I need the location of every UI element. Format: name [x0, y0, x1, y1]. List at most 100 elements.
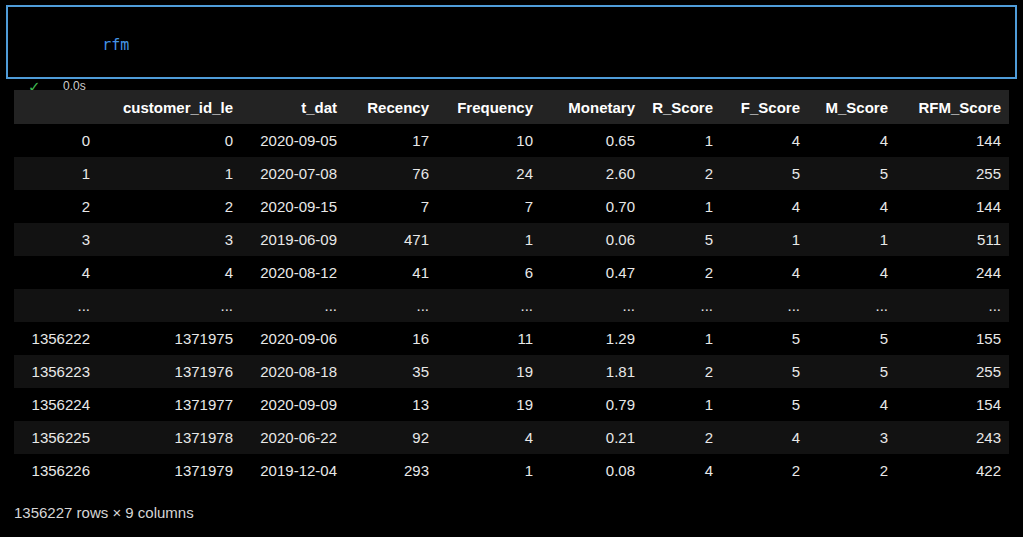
dataframe-shape: 1356227 rows × 9 columns: [14, 504, 194, 521]
table-row: 135622413719772020-09-0913190.79154154: [14, 388, 1009, 421]
cell: ...: [721, 289, 808, 322]
cell: 4: [808, 388, 896, 421]
cell: 2019-06-09: [241, 223, 345, 256]
cell: 1371977: [98, 388, 241, 421]
column-header: M_Score: [808, 90, 896, 124]
cell: 1: [98, 157, 241, 190]
cell: 1: [643, 124, 721, 157]
cell: 422: [896, 454, 1009, 487]
cell: 2020-09-09: [241, 388, 345, 421]
cell: 243: [896, 421, 1009, 454]
cell: 3: [808, 421, 896, 454]
column-header: RFM_Score: [896, 90, 1009, 124]
cell: 1: [808, 223, 896, 256]
cell: 1371975: [98, 322, 241, 355]
column-header: customer_id_le: [98, 90, 241, 124]
cell: 35: [345, 355, 437, 388]
cell: ...: [437, 289, 541, 322]
cell: 5: [721, 322, 808, 355]
cell: 144: [896, 190, 1009, 223]
cell: 2020-08-18: [241, 355, 345, 388]
cell: 155: [896, 322, 1009, 355]
code-input[interactable]: rfm: [8, 7, 1015, 71]
cell: 1371976: [98, 355, 241, 388]
column-header: Frequency: [437, 90, 541, 124]
cell: 7: [345, 190, 437, 223]
cell: 4: [721, 421, 808, 454]
cell: 92: [345, 421, 437, 454]
cell: 0: [98, 124, 241, 157]
table-row: 135622613719792019-12-0429310.08422422: [14, 454, 1009, 487]
cell: 2: [808, 454, 896, 487]
cell: 293: [345, 454, 437, 487]
cell: 0.06: [541, 223, 643, 256]
cell: 5: [721, 388, 808, 421]
cell: 2020-09-06: [241, 322, 345, 355]
cell: 1: [643, 388, 721, 421]
cell: 154: [896, 388, 1009, 421]
cell: 0.21: [541, 421, 643, 454]
cell: 4: [98, 256, 241, 289]
cell: 5: [721, 157, 808, 190]
dataframe-table: customer_id_let_datRecencyFrequencyMonet…: [14, 90, 1009, 487]
row-index-cell: 2: [14, 190, 98, 223]
cell: 17: [345, 124, 437, 157]
cell: 471: [345, 223, 437, 256]
row-index-cell: 1356222: [14, 322, 98, 355]
cell: 7: [437, 190, 541, 223]
cell: 0.47: [541, 256, 643, 289]
cell: 0.70: [541, 190, 643, 223]
cell: 5: [721, 355, 808, 388]
table-row: 135622213719752020-09-0616111.29155155: [14, 322, 1009, 355]
cell: 3: [98, 223, 241, 256]
row-index-cell: 0: [14, 124, 98, 157]
cell: 19: [437, 388, 541, 421]
row-index-cell: 4: [14, 256, 98, 289]
table-row: ..............................: [14, 289, 1009, 322]
row-index-cell: 1356224: [14, 388, 98, 421]
cell: 2020-07-08: [241, 157, 345, 190]
cell: 5: [643, 223, 721, 256]
row-index-cell: 1356223: [14, 355, 98, 388]
cell: ...: [643, 289, 721, 322]
row-index-cell: 1: [14, 157, 98, 190]
cell: 511: [896, 223, 1009, 256]
cell: 1: [643, 190, 721, 223]
table-row: 442020-08-124160.47244244: [14, 256, 1009, 289]
column-header: Recency: [345, 90, 437, 124]
column-header: F_Score: [721, 90, 808, 124]
cell: 0.65: [541, 124, 643, 157]
cell: 2020-09-15: [241, 190, 345, 223]
table-row: 135622513719782020-06-229240.21243243: [14, 421, 1009, 454]
cell: 1.81: [541, 355, 643, 388]
cell: 4: [437, 421, 541, 454]
cell: ...: [808, 289, 896, 322]
cell: 4: [721, 256, 808, 289]
cell: 24: [437, 157, 541, 190]
cell: ...: [98, 289, 241, 322]
row-index-cell: 1356225: [14, 421, 98, 454]
cell: 255: [896, 157, 1009, 190]
header-row: customer_id_let_datRecencyFrequencyMonet…: [14, 90, 1009, 124]
table-row: 002020-09-0517100.65144144: [14, 124, 1009, 157]
table-row: 112020-07-0876242.60255255: [14, 157, 1009, 190]
row-index-cell: 3: [14, 223, 98, 256]
cell: 255: [896, 355, 1009, 388]
cell: 4: [808, 124, 896, 157]
table-row: 222020-09-15770.70144144: [14, 190, 1009, 223]
cell: ...: [896, 289, 1009, 322]
cell: 2: [643, 157, 721, 190]
cell: ...: [241, 289, 345, 322]
cell: 4: [721, 124, 808, 157]
cell: 2019-12-04: [241, 454, 345, 487]
cell: 0.79: [541, 388, 643, 421]
cell: 5: [808, 157, 896, 190]
cell: 2020-09-05: [241, 124, 345, 157]
column-header: [14, 90, 98, 124]
cell: 4: [808, 190, 896, 223]
cell: 41: [345, 256, 437, 289]
cell: ...: [345, 289, 437, 322]
notebook-cell[interactable]: rfm ✓ 0.0s: [6, 5, 1017, 79]
cell: 76: [345, 157, 437, 190]
column-header: t_dat: [241, 90, 345, 124]
